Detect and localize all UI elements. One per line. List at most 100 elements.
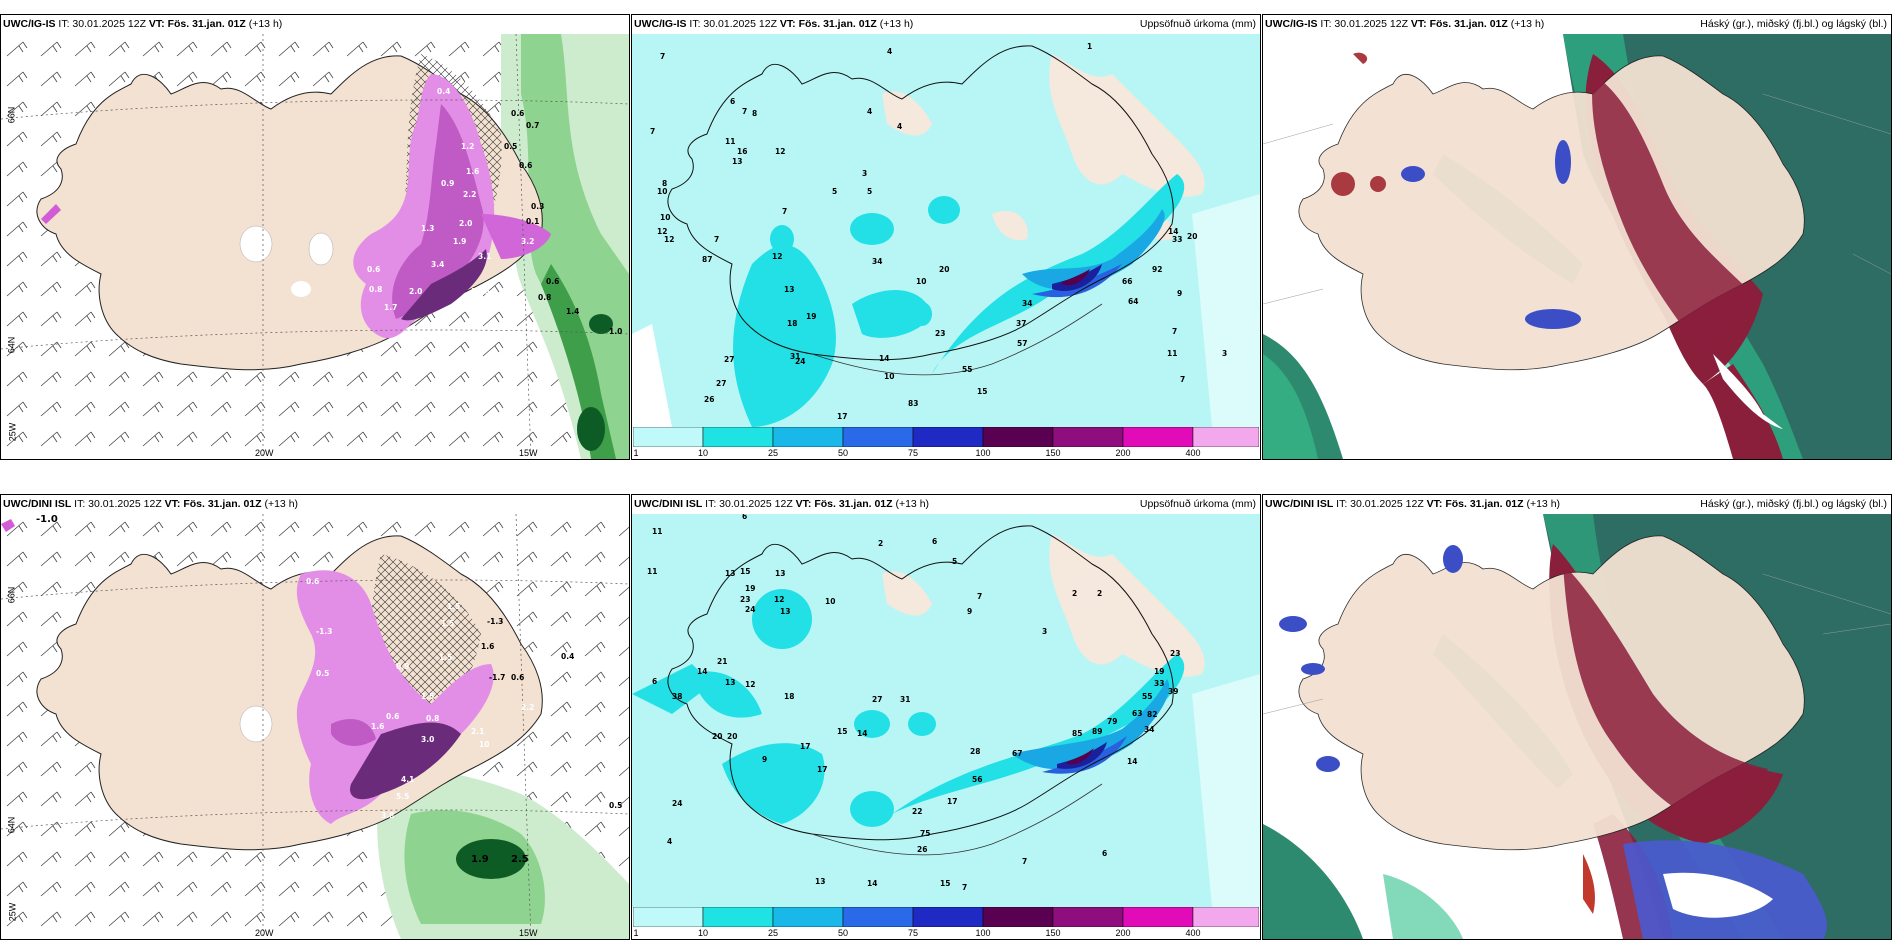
svg-text:31: 31 [790, 352, 800, 361]
temp-value: 0.8 [426, 714, 439, 723]
map-panel-temp-dini: UWC/DINI ISL IT: 30.01.2025 12Z VT: Fös.… [0, 494, 630, 940]
svg-text:34: 34 [872, 257, 882, 266]
svg-text:31: 31 [900, 695, 910, 704]
lead-time: (+13 h) [248, 18, 283, 30]
svg-text:7: 7 [742, 107, 747, 116]
svg-text:14: 14 [857, 729, 867, 738]
svg-text:28: 28 [970, 747, 980, 756]
temp-value: 1.6 [481, 642, 494, 651]
lead-time: (+13 h) [1526, 498, 1561, 510]
temp-value: 1.6 [466, 167, 479, 176]
svg-text:57: 57 [1017, 339, 1027, 348]
svg-text:13: 13 [725, 569, 735, 578]
svg-text:15: 15 [837, 727, 847, 736]
svg-text:17: 17 [800, 742, 810, 751]
svg-text:39: 39 [1168, 687, 1178, 696]
svg-text:3: 3 [862, 169, 867, 178]
temp-value: 1.5 [421, 692, 434, 701]
cloud-cover-map [1263, 514, 1891, 939]
svg-text:18: 18 [784, 692, 794, 701]
svg-text:8: 8 [662, 179, 667, 188]
svg-text:9: 9 [967, 607, 972, 616]
temp-value: 2.0 [459, 219, 472, 228]
svg-text:7: 7 [977, 592, 982, 601]
lat-label-66n: 66N [6, 106, 17, 124]
svg-text:9: 9 [762, 755, 767, 764]
svg-text:3: 3 [1222, 349, 1227, 358]
temp-value: 0.5 [316, 669, 329, 678]
map-panel-cloud-dini: UWC/DINI ISL IT: 30.01.2025 12Z VT: Fös.… [1262, 494, 1892, 940]
svg-text:11: 11 [652, 527, 662, 536]
svg-text:13: 13 [775, 569, 785, 578]
svg-text:9: 9 [1177, 289, 1182, 298]
svg-text:4: 4 [897, 122, 902, 131]
svg-text:14: 14 [1127, 757, 1137, 766]
temp-value: 1.6 [371, 722, 384, 731]
svg-text:63: 63 [1132, 709, 1142, 718]
svg-text:14: 14 [879, 354, 889, 363]
init-time: IT: 30.01.2025 12Z [1320, 18, 1408, 30]
lat-label-64n: 64N [6, 336, 17, 354]
svg-text:6: 6 [932, 537, 937, 546]
svg-text:23: 23 [1170, 649, 1180, 658]
temp-value: 0.6 [367, 265, 380, 274]
temp-value: 12.0 [471, 287, 490, 296]
temp-value: 1.0 [609, 327, 622, 336]
temp-value: 2.2 [463, 190, 476, 199]
lat-label-64n: 64N [6, 816, 17, 834]
model-name: UWC/DINI ISL [3, 498, 72, 510]
svg-text:13: 13 [780, 607, 790, 616]
temp-value: 0.5 [609, 801, 622, 810]
lon-label-15w: 15W [519, 448, 538, 458]
svg-text:12: 12 [657, 227, 667, 236]
svg-text:92: 92 [1152, 265, 1162, 274]
lon-label-15w: 15W [519, 928, 538, 938]
svg-text:16: 16 [737, 147, 747, 156]
svg-text:18: 18 [787, 319, 797, 328]
svg-text:8: 8 [752, 109, 757, 118]
svg-text:66: 66 [1122, 277, 1132, 286]
lead-time: (+13 h) [879, 18, 914, 30]
svg-text:6: 6 [730, 97, 735, 106]
temp-value: -1.3 [487, 617, 503, 626]
svg-text:20: 20 [939, 265, 949, 274]
temp-value: 3.0 [421, 735, 434, 744]
svg-text:15: 15 [940, 879, 950, 888]
panel-header: UWC/IG-IS IT: 30.01.2025 12Z VT: Fös. 31… [3, 18, 282, 30]
temp-value: 0.3 [531, 202, 544, 211]
valid-time: VT: Fös. 31.jan. 01Z [779, 18, 877, 30]
svg-text:15: 15 [977, 387, 987, 396]
lon-label-25w: 25W [7, 902, 18, 922]
temp-value: 2.5 [511, 854, 529, 865]
svg-text:56: 56 [972, 775, 982, 784]
valid-time: VT: Fös. 31.jan. 01Z [1426, 498, 1524, 510]
svg-text:7: 7 [660, 52, 665, 61]
temp-value: 0.6 [546, 277, 559, 286]
model-name: UWC/IG-IS [1265, 18, 1318, 30]
svg-text:2: 2 [1072, 589, 1077, 598]
temp-value: 0.6 [519, 161, 532, 170]
svg-text:67: 67 [1012, 749, 1022, 758]
svg-text:21: 21 [717, 657, 727, 666]
panel-title-precip: Uppsöfnuð úrkoma (mm) [1139, 18, 1256, 30]
model-name: UWC/DINI ISL [634, 498, 703, 510]
temp-value: 0.1 [526, 217, 539, 226]
valid-time: VT: Fös. 31.jan. 01Z [1410, 18, 1508, 30]
svg-text:1: 1 [1087, 42, 1092, 51]
svg-text:34: 34 [1022, 299, 1032, 308]
svg-text:55: 55 [1142, 692, 1152, 701]
temp-value: 3.8 [381, 811, 394, 820]
panel-title-cloud: Háský (gr.), miðský (fj.bl.) og lágský (… [1700, 498, 1887, 510]
temperature-wind-map: 0.4 1.2 1.6 0.9 2.2 2.0 1.9 3.1 3.4 2.0 … [1, 34, 629, 459]
svg-text:6: 6 [742, 514, 747, 521]
lon-label-20w: 20W [255, 448, 274, 458]
temp-value: 10 [479, 740, 489, 749]
svg-text:75: 75 [920, 829, 930, 838]
temp-value: 0.5 [504, 142, 517, 151]
cloud-cover-map [1263, 34, 1891, 459]
svg-text:64: 64 [1128, 297, 1138, 306]
svg-text:17: 17 [817, 765, 827, 774]
svg-text:5: 5 [832, 187, 837, 196]
svg-text:10: 10 [884, 372, 894, 381]
map-panel-precip-dini: UWC/DINI ISL IT: 30.01.2025 12Z VT: Fös.… [631, 494, 1261, 940]
